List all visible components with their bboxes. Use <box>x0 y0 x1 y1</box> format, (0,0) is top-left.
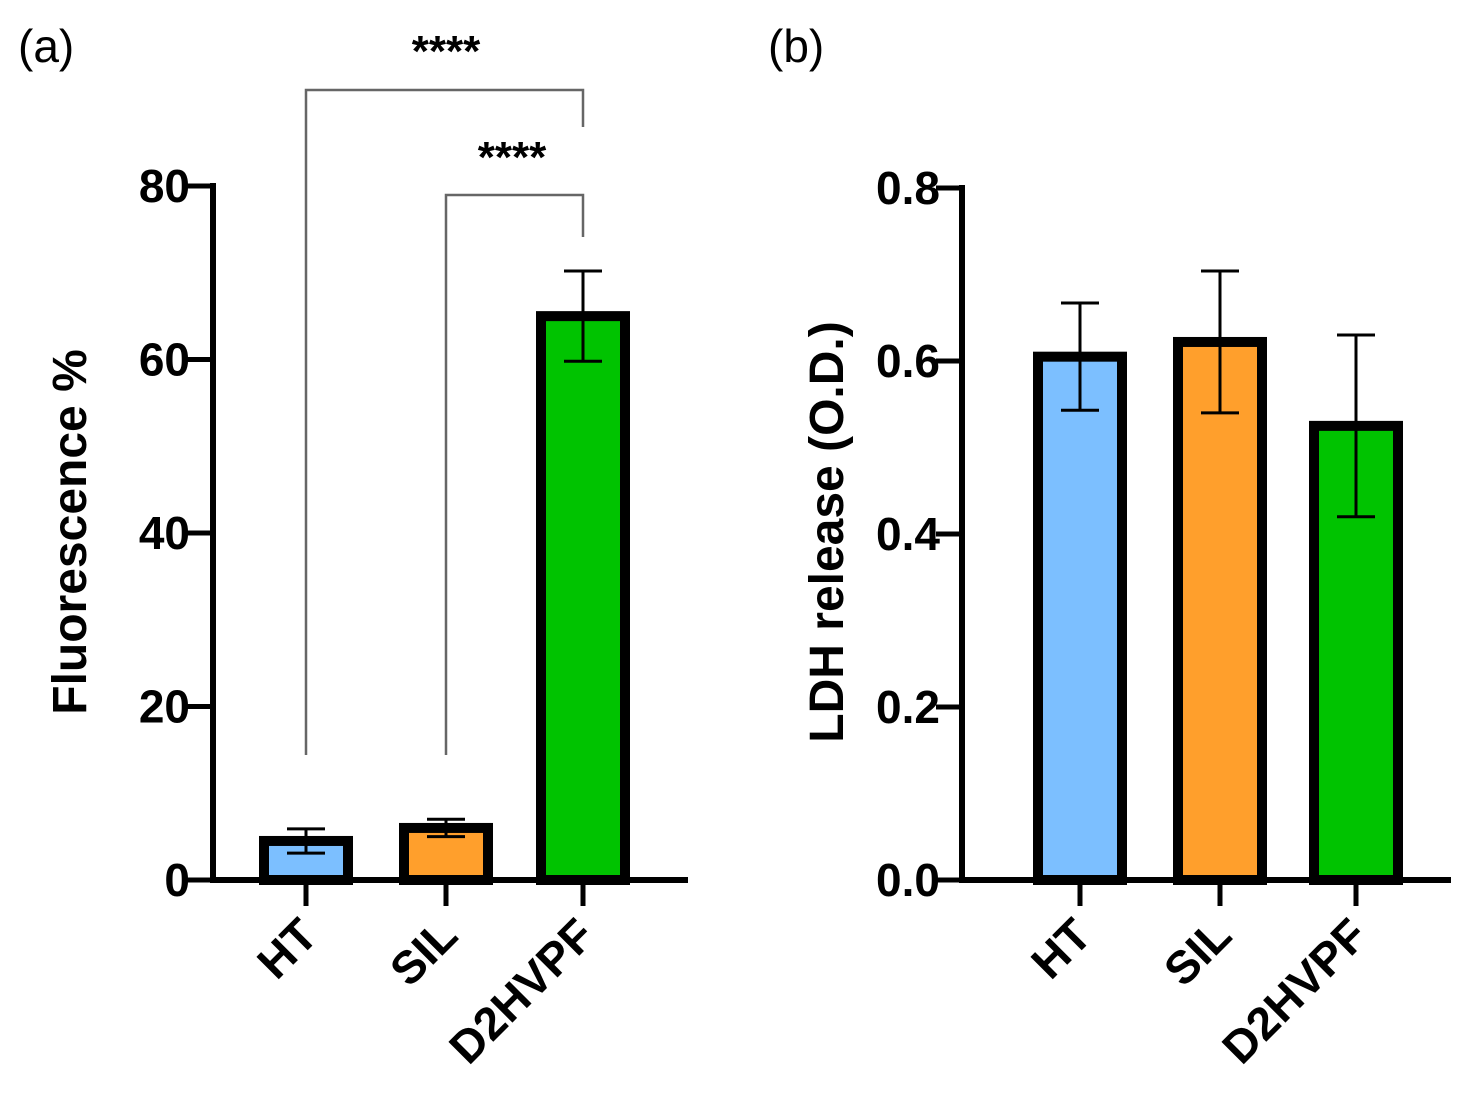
panel-b-x-tick-label: HT <box>1021 908 1101 988</box>
panel-b-errorbar-d2hvpf <box>1337 333 1375 519</box>
panel-b-label: (b) <box>768 20 824 72</box>
panel-a-x-tick-label: HT <box>247 908 327 988</box>
panel-a-x-tick-label: D2HVPF <box>439 908 604 1073</box>
panel-a-significance-label: **** <box>478 133 547 182</box>
panel-a-y-tick-label: 80 <box>139 160 190 212</box>
panel-a-errorbar-ht <box>287 827 325 855</box>
panel-b-y-tick-label: 0.2 <box>876 681 940 733</box>
panel-a-significance-bracket <box>444 193 585 755</box>
panel-b-y-axis-title: LDH release (O.D.) <box>801 321 854 742</box>
panel-a-y-tick-label: 0 <box>164 854 190 906</box>
panel-a-label: (a) <box>18 20 74 72</box>
panel-b-errorbar-sil <box>1201 269 1239 415</box>
panel-b-y-tick-label: 0.4 <box>876 508 940 560</box>
panel-a-y-tick-label: 40 <box>139 507 190 559</box>
panel-a-errorbar-sil <box>427 817 465 839</box>
panel-a-x-tick-label: SIL <box>380 908 467 995</box>
panel-a-significance-label: **** <box>412 27 481 76</box>
panel-b-x-tick-label: D2HVPF <box>1212 908 1377 1073</box>
panel-b-errorbar-ht <box>1061 301 1099 412</box>
panel-a-significance-bracket <box>304 88 585 755</box>
panel-a-y-tick-label: 60 <box>139 334 190 386</box>
panel-a-errorbar-d2hvpf <box>564 269 602 363</box>
panel-b-bar-ht <box>1033 351 1127 885</box>
panel-a-y-axis-title: Fluorescence % <box>44 349 97 714</box>
panel-a-bar-d2hvpf <box>536 311 630 885</box>
panel-b-y-tick-label: 0.0 <box>876 854 940 906</box>
panel-b-y-tick-label: 0.6 <box>876 335 940 387</box>
panel-b-x-tick-label: SIL <box>1154 908 1241 995</box>
panel-b-y-tick-label: 0.8 <box>876 162 940 214</box>
panel-a-y-tick-label: 20 <box>139 681 190 733</box>
panel-b-bar-sil <box>1173 336 1267 886</box>
